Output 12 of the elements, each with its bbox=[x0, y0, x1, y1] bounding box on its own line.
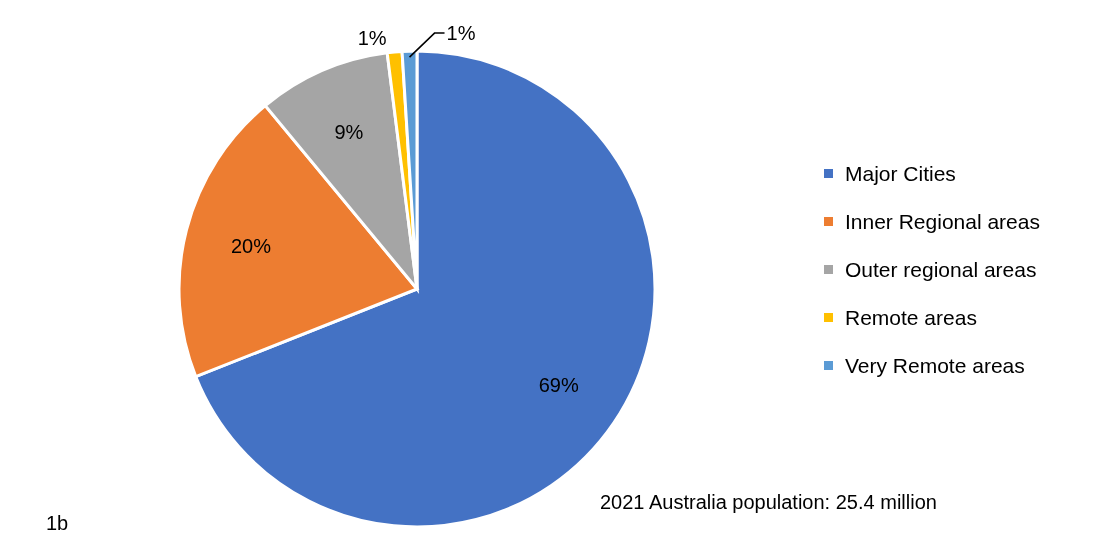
text: 2021 Australia population: 25.4 million bbox=[600, 491, 937, 514]
text: 1b bbox=[46, 512, 69, 535]
data-label: 20% bbox=[231, 235, 272, 258]
legend-label: Major Cities bbox=[845, 161, 956, 186]
data-label: 1% bbox=[446, 22, 476, 45]
data-label: 69% bbox=[538, 374, 579, 397]
data-label: 9% bbox=[334, 120, 364, 143]
legend-label: Very Remote areas bbox=[845, 353, 1025, 378]
data-label: 1% bbox=[357, 27, 387, 50]
legend-label: Remote areas bbox=[845, 305, 977, 330]
legend-label: Outer regional areas bbox=[845, 257, 1037, 282]
legend-label: Inner Regional areas bbox=[845, 209, 1040, 234]
